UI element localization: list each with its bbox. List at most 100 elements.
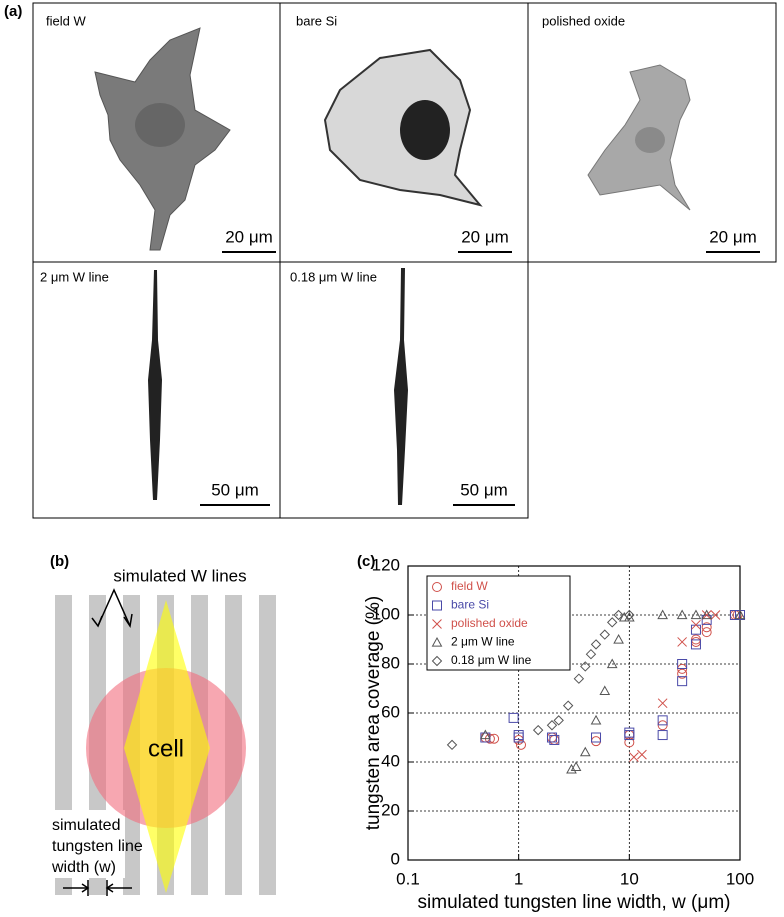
panel-label: (b) xyxy=(50,553,69,570)
point xyxy=(580,661,591,672)
legend-label: field W xyxy=(451,579,488,593)
arrows xyxy=(63,588,133,896)
legend-box xyxy=(426,575,571,671)
point xyxy=(690,639,701,650)
point xyxy=(690,636,701,647)
point xyxy=(701,627,712,638)
point xyxy=(691,619,701,630)
point xyxy=(710,610,721,620)
point xyxy=(570,761,582,771)
point xyxy=(546,732,557,743)
point xyxy=(516,739,527,750)
y-tick-label: 100 xyxy=(372,604,400,623)
legend-label: bare Si xyxy=(451,598,489,612)
diagram-label: tungsten line xyxy=(52,838,143,855)
point xyxy=(701,610,712,620)
point xyxy=(729,610,740,620)
point xyxy=(637,749,647,760)
point xyxy=(701,622,712,633)
image-label: field W xyxy=(46,13,86,28)
point xyxy=(613,633,624,644)
y-tick-label: 0 xyxy=(391,849,400,868)
image-label: 0.18 μm W line xyxy=(290,269,377,284)
point xyxy=(613,609,624,621)
point xyxy=(657,715,668,726)
scale-label: 20 μm xyxy=(709,227,757,246)
point xyxy=(591,732,602,743)
scale-label: 50 μm xyxy=(211,480,259,499)
point xyxy=(573,673,585,684)
y-tick-label: 120 xyxy=(372,555,400,574)
point xyxy=(432,619,442,629)
point xyxy=(624,727,635,738)
point xyxy=(431,655,443,667)
point xyxy=(599,685,611,696)
point xyxy=(562,700,574,711)
point xyxy=(590,639,602,650)
x-tick-label: 10 xyxy=(620,869,639,888)
point xyxy=(553,715,564,726)
x-tick-label: 1 xyxy=(514,869,523,888)
chart: 0 20 40 60 80 100 120 0.1 1 10 100 simulated tungst… xyxy=(363,555,754,913)
image-frames xyxy=(32,2,777,519)
point xyxy=(480,732,491,743)
point xyxy=(591,736,602,747)
point xyxy=(446,739,458,751)
diagram-label: simulated xyxy=(52,817,120,834)
y-axis-label: tungsten area coverage (%) xyxy=(363,596,384,830)
point xyxy=(508,712,519,723)
panel-label: (a) xyxy=(4,3,22,20)
legend-label: 2 μm W line xyxy=(451,635,515,649)
point xyxy=(734,609,746,620)
panel-label: (c) xyxy=(357,553,375,570)
point xyxy=(657,698,668,709)
scale-bars xyxy=(200,251,760,506)
y-tick-label: 60 xyxy=(381,702,400,721)
scale-label: 20 μm xyxy=(225,227,273,246)
cell-spindle xyxy=(124,600,210,893)
point xyxy=(606,658,618,669)
image-label: bare Si xyxy=(296,13,337,28)
cell-nucleus xyxy=(635,127,665,153)
point xyxy=(432,600,442,611)
scale-label: 20 μm xyxy=(461,227,509,246)
point xyxy=(677,668,688,679)
point xyxy=(657,730,668,741)
diagram-label: cell xyxy=(148,735,184,762)
point xyxy=(579,746,591,757)
cell-nucleus xyxy=(400,100,450,160)
point xyxy=(546,720,558,731)
image-label: 2 μm W line xyxy=(40,269,109,284)
point xyxy=(532,724,544,736)
point xyxy=(701,609,713,620)
point xyxy=(480,729,491,740)
point xyxy=(677,637,687,647)
point xyxy=(677,676,688,687)
cell-nucleus xyxy=(135,103,185,147)
diagram-label: simulated W lines xyxy=(113,566,246,585)
point xyxy=(566,763,577,774)
plot-frame xyxy=(407,565,741,861)
point xyxy=(599,629,610,640)
point xyxy=(677,659,688,669)
legend-label: polished oxide xyxy=(451,616,528,630)
cell-image xyxy=(394,268,408,505)
point xyxy=(546,732,557,743)
point xyxy=(590,714,602,725)
y-tick-label: 40 xyxy=(381,751,400,770)
y-tick-label: 20 xyxy=(381,800,400,819)
point xyxy=(624,737,635,748)
point xyxy=(690,624,701,635)
legend-label: 0.18 μm W line xyxy=(451,653,532,667)
x-tick-label: 0.1 xyxy=(396,869,420,888)
scale-label: 50 μm xyxy=(460,480,508,499)
point xyxy=(432,582,442,592)
y-tick-label: 80 xyxy=(381,653,400,672)
diagram-label: width (w) xyxy=(51,859,116,876)
point xyxy=(606,617,618,628)
point xyxy=(629,752,639,762)
point xyxy=(549,734,560,745)
x-tick-label: 100 xyxy=(726,869,754,888)
image-label: polished oxide xyxy=(542,13,625,28)
